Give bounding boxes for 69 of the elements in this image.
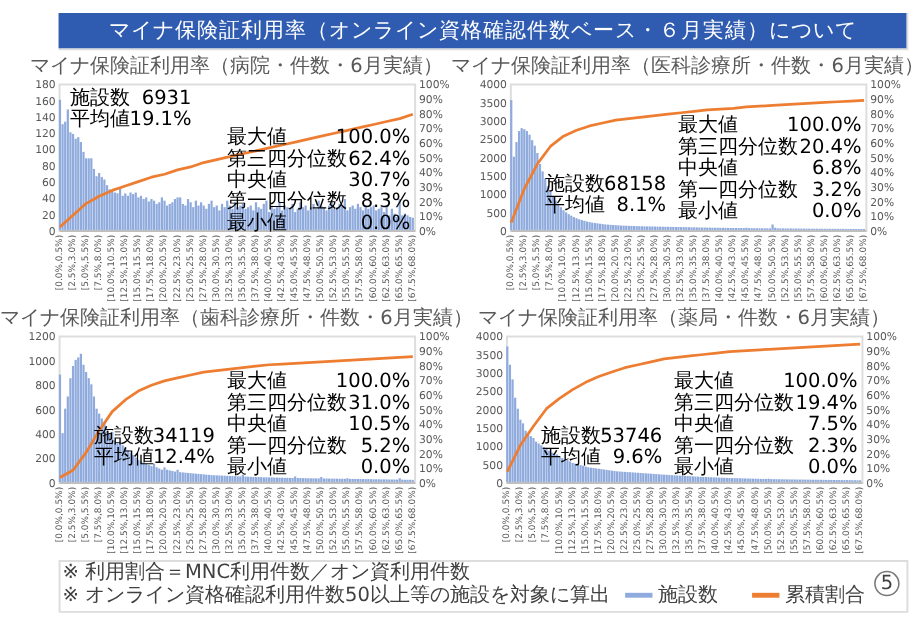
annotation: 6.8% xyxy=(811,158,862,181)
legend-label: 施設数 xyxy=(658,583,719,608)
annotation: 0.0% xyxy=(811,201,862,224)
annotation: 平均値 xyxy=(93,445,154,470)
annotation: 最大値 xyxy=(673,369,734,394)
annotation: 第三四分位数 xyxy=(226,390,347,415)
annotation: 100.0% xyxy=(783,371,858,394)
annotation: 20.4% xyxy=(799,136,862,159)
legend-label: 累積割合 xyxy=(785,583,866,608)
annotation: 第一四分位数 xyxy=(226,189,347,214)
annotation: 施設数 xyxy=(70,85,131,110)
line-series xyxy=(509,98,866,224)
annotation: 7.5% xyxy=(808,414,858,437)
annotation: 最小値 xyxy=(226,455,287,480)
annotation: 平均値 xyxy=(70,107,131,132)
annotation: 62.4% xyxy=(348,148,411,171)
annotation: 0.0% xyxy=(360,212,411,235)
annotation: 平均値 xyxy=(545,193,606,218)
annotation: 53746 xyxy=(600,425,663,448)
text: ※ 利用割合＝MNC利用件数／オン資利用件数 xyxy=(62,559,471,584)
annotation: 第一四分位数 xyxy=(226,433,347,458)
annotation: 3.2% xyxy=(811,179,862,202)
annotation: 中央値 xyxy=(677,156,738,181)
annotation: 最小値 xyxy=(673,455,734,480)
annotation: 施設数 xyxy=(541,423,602,448)
annotation: 施設数 xyxy=(545,171,606,196)
annotation: 10.5% xyxy=(348,414,411,437)
annotation: 施設数 xyxy=(93,423,154,448)
chart-title: マイナ保険証利用率（歯科診療所・件数・6月実績） xyxy=(0,305,473,330)
annotation: 9.6% xyxy=(612,447,663,470)
annotation: 第一四分位数 xyxy=(677,177,798,202)
text: マイナ保険証利用率（オンライン資格確認件数ベース・６月実績）について xyxy=(108,16,857,43)
annotation: 0.0% xyxy=(360,457,411,480)
annotation: 平均値 xyxy=(541,445,602,470)
annotation: 19.1% xyxy=(129,109,192,132)
annotation: 5.2% xyxy=(360,435,411,458)
annotation: 最大値 xyxy=(677,113,738,138)
annotation: 68158 xyxy=(604,173,667,196)
annotation: 最大値 xyxy=(226,369,287,394)
line-series xyxy=(58,355,415,479)
chart-title: マイナ保険証利用率（医科診療所・件数・6月実績） xyxy=(451,53,924,78)
annotation: 8.3% xyxy=(360,191,411,214)
annotation: 第三四分位数 xyxy=(673,390,794,415)
text: ※ オンライン資格確認利用件数50以上等の施設を対象に算出 xyxy=(62,583,610,608)
chart-title: マイナ保険証利用率（病院・件数・6月実績） xyxy=(30,53,443,78)
annotation: 2.3% xyxy=(808,435,858,458)
line-series xyxy=(58,112,415,229)
annotation: 34119 xyxy=(152,425,215,448)
annotation: 第三四分位数 xyxy=(677,134,798,159)
chart-title: マイナ保険証利用率（薬局・件数・6月実績） xyxy=(477,305,890,330)
annotation: 0.0% xyxy=(808,457,858,480)
line-series xyxy=(505,342,862,474)
annotation: 100.0% xyxy=(335,127,411,150)
annotation: 100.0% xyxy=(335,371,411,394)
annotation: 中央値 xyxy=(226,412,287,437)
annotation: 最小値 xyxy=(677,199,738,224)
annotation: 中央値 xyxy=(673,412,734,437)
text: 5 xyxy=(880,573,894,596)
annotation: 8.1% xyxy=(616,195,667,218)
annotation: 12.4% xyxy=(152,447,215,470)
annotation: 31.0% xyxy=(348,392,411,415)
annotation: 最大値 xyxy=(226,125,287,150)
annotation: 中央値 xyxy=(226,168,287,192)
annotation: 最小値 xyxy=(226,210,287,235)
annotation: 30.7% xyxy=(348,170,411,192)
annotation: 100.0% xyxy=(787,115,862,138)
annotation: 6931 xyxy=(141,87,192,110)
annotation: 第一四分位数 xyxy=(673,433,794,458)
annotation: 19.4% xyxy=(795,392,858,415)
